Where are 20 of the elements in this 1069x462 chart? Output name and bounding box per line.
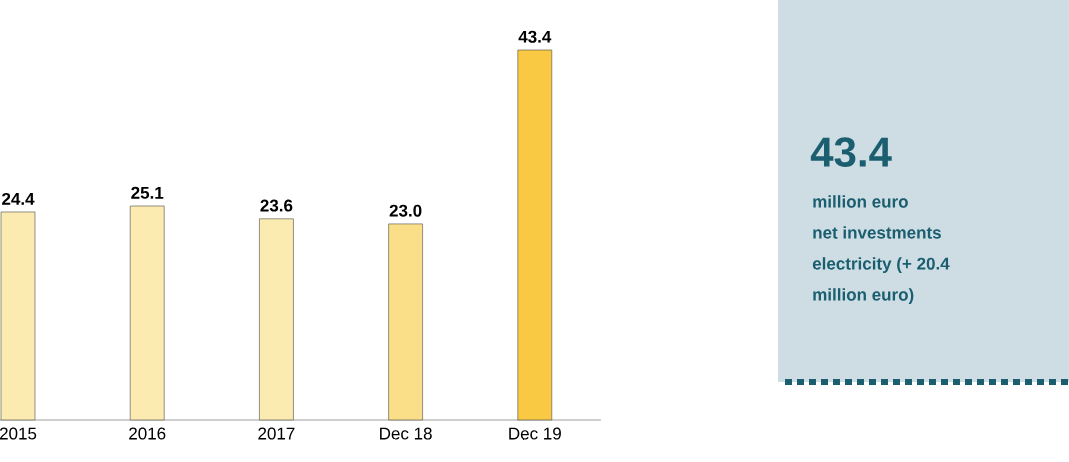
- text: electricity (+ 20.4: [812, 257, 950, 274]
- text: million euro: [813, 195, 908, 208]
- x-tick-label: 2017: [258, 427, 295, 440]
- data-label: 24.4: [2, 192, 35, 205]
- text: net investments: [813, 226, 941, 239]
- x-tick-label: 2015: [0, 427, 37, 440]
- data-label: 23.6: [260, 199, 293, 212]
- text: 43.4: [810, 137, 892, 167]
- x-tick-label: Dec 19: [509, 427, 561, 440]
- data-label: 23.0: [389, 204, 422, 217]
- bar: [517, 49, 553, 421]
- bar: [259, 218, 294, 421]
- bar: [129, 205, 165, 421]
- data-label: 43.4: [518, 30, 552, 43]
- bar: [388, 223, 423, 421]
- x-tick-label: 2016: [129, 427, 166, 440]
- bar: [0, 211, 36, 421]
- text: million euro): [813, 288, 914, 305]
- x-tick-label: Dec 18: [380, 427, 432, 440]
- data-label: 25.1: [131, 186, 164, 199]
